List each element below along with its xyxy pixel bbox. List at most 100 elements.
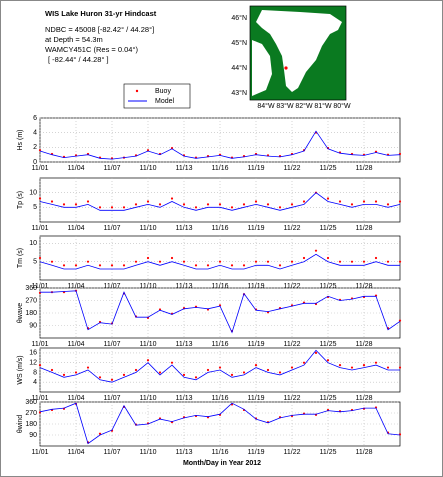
buoy-point [110,206,114,209]
y-tick-label: 180 [25,310,37,317]
buoy-point [230,264,234,267]
buoy-point [242,264,246,267]
buoy-point [326,256,330,260]
x-tick-label: 11/28 [356,225,373,232]
buoy-point [278,371,282,374]
x-tick-label: 11/07 [104,283,121,290]
header-line: at Depth = 54.3m [45,35,103,44]
model-line [39,130,401,160]
buoy-point [314,351,318,354]
buoy-point [122,206,126,209]
x-tick-label: 11/16 [212,449,229,456]
buoy-point [326,197,330,200]
buoy-point [158,203,162,206]
x-tick-label: 11/16 [212,341,229,348]
buoy-point [338,364,342,367]
map [249,5,347,101]
y-tick-label: 4 [33,130,37,137]
buoy-point [278,264,282,267]
x-tick-label: 11/25 [320,449,337,456]
buoy-point [254,200,258,203]
y-tick-label: 10 [29,240,37,247]
x-tick-label: 11/01 [32,449,49,456]
buoy-point [362,364,366,367]
buoy-point [266,368,270,372]
x-tick-label: 11/16 [212,395,229,402]
buoy-point [98,206,102,209]
legend-box [123,83,191,109]
x-tick-label: 11/25 [320,395,337,402]
y-tick-label: 5 [33,204,37,211]
map-lat-label: 45°N [231,39,247,47]
x-tick-label: 11/25 [320,225,337,232]
buoy-point [170,146,174,150]
x-tick-label: 11/07 [104,225,121,232]
buoy-point [362,200,366,203]
buoy-point [314,249,318,252]
buoy-point [122,373,126,376]
buoy-point [146,359,150,362]
buoy-point [38,197,42,200]
model-line [40,290,401,334]
x-tick-label: 11/04 [68,395,85,402]
buoy-point [326,359,330,362]
buoy-point [362,260,366,263]
map-lat-label: 46°N [231,14,247,22]
buoy-point [206,264,210,267]
buoy-point [242,371,246,374]
buoy-point [266,203,270,206]
buoy-point [374,256,378,260]
buoy-point [170,256,174,260]
map-lon-label: 84°W [257,102,275,110]
x-tick-label: 11/19 [248,283,265,290]
buoy-point [254,364,258,367]
buoy-point [302,361,306,364]
buoy-point [266,260,270,263]
x-tick-label: 11/13 [176,449,193,456]
buoy-point [386,366,390,369]
x-tick-label: 11/04 [68,449,85,456]
buoy-point [146,200,150,203]
buoy-point [110,264,114,267]
x-tick-label: 11/01 [32,283,49,290]
map-lat-label: 43°N [231,89,247,97]
buoy-point [230,373,234,376]
y-tick-label: 5 [33,259,37,266]
map-lat-label: 44°N [231,64,247,72]
x-tick-label: 11/01 [32,165,49,172]
buoy-point [62,264,66,267]
buoy-point [206,368,210,372]
buoy-point [242,203,246,206]
buoy-point [218,366,222,369]
x-tick-label: 11/28 [356,165,373,172]
buoy-point [98,264,102,267]
model-line [39,253,400,270]
buoy-point [350,260,354,263]
x-tick-label: 11/10 [140,449,157,456]
x-tick-label: 11/16 [212,283,229,290]
x-tick-label: 11/22 [284,165,301,172]
x-tick-label: 11/13 [176,165,193,172]
x-tick-label: 11/01 [32,225,49,232]
buoy-point [134,260,138,263]
buoy-point [134,368,138,372]
buoy-point [74,203,78,206]
model-line [39,192,401,211]
buoy-point [230,206,234,209]
buoy-point [38,364,42,367]
y-axis-label: WS (m/s) [17,355,24,384]
x-tick-label: 11/19 [248,449,265,456]
x-tick-label: 11/07 [104,395,121,402]
buoy-point [398,319,402,322]
x-tick-label: 11/22 [284,395,301,402]
map-lon-label: 83°W [276,102,294,110]
y-axis-label: θwind [17,415,24,433]
y-tick-label: 4 [33,379,37,386]
buoy-point [386,203,390,206]
y-tick-label: 8 [33,369,37,376]
buoy-point [74,371,78,374]
map-lake [256,10,342,92]
y-tick-label: 6 [33,115,37,122]
x-tick-label: 11/19 [248,395,265,402]
y-tick-label: 180 [25,421,37,428]
